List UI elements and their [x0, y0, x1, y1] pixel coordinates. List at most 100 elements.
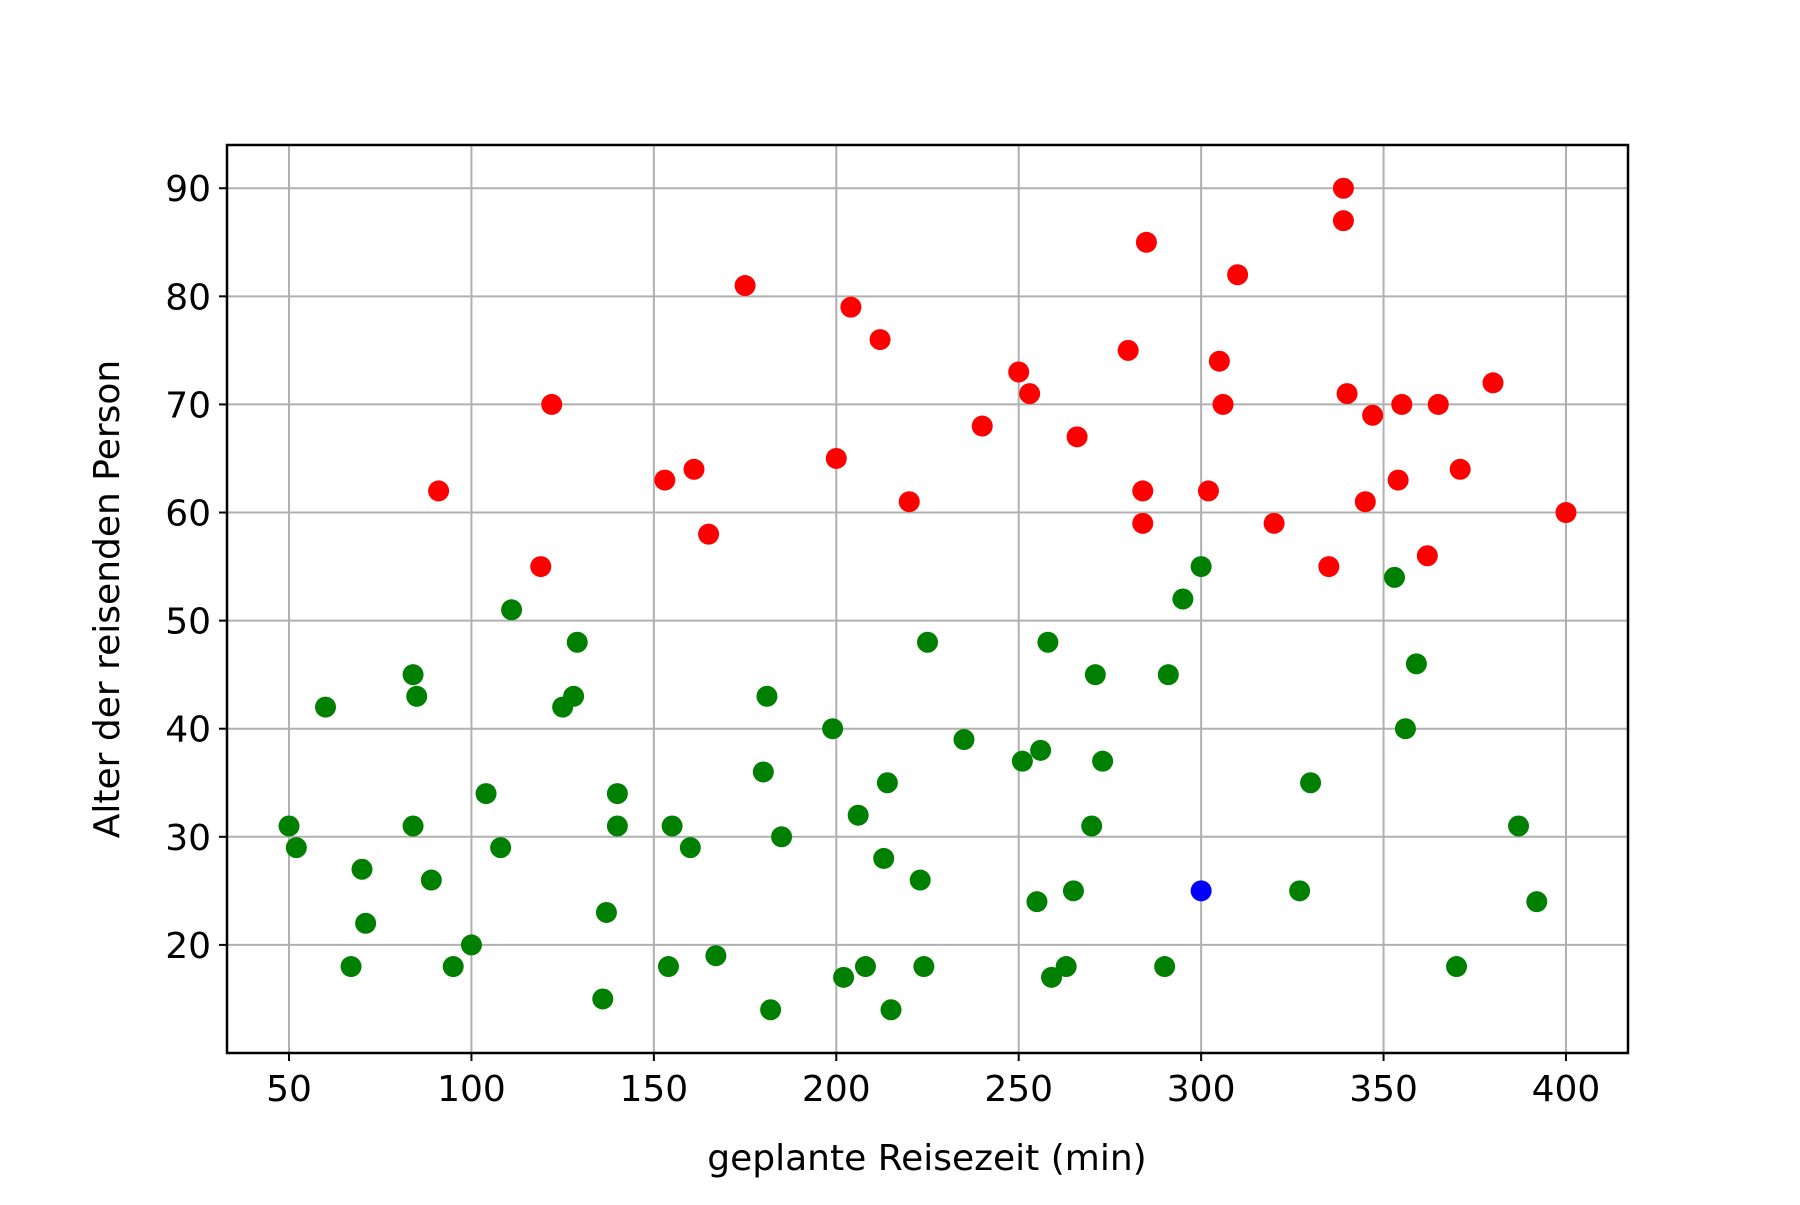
y-tick-label: 80 [165, 277, 211, 318]
data-point [1318, 556, 1340, 578]
data-point [1384, 566, 1405, 588]
data-point [1117, 339, 1139, 361]
data-point [402, 664, 424, 686]
data-point [1008, 361, 1030, 383]
y-tick-label: 50 [165, 602, 211, 643]
data-point [1154, 956, 1176, 978]
data-point [876, 772, 898, 794]
data-point [822, 718, 844, 740]
data-point [654, 469, 676, 491]
y-tick-label: 30 [165, 818, 211, 859]
data-point [1172, 588, 1194, 610]
data-point [315, 696, 337, 718]
data-point [1037, 631, 1059, 653]
data-point [657, 956, 679, 978]
data-point [833, 966, 855, 988]
data-point [1227, 264, 1249, 286]
data-point [880, 999, 902, 1021]
y-tick-label: 90 [165, 169, 211, 210]
data-point [1081, 815, 1103, 837]
data-point [760, 999, 782, 1021]
data-point [698, 523, 720, 545]
data-point [355, 912, 377, 934]
data-point [1157, 664, 1179, 686]
x-tick-label: 200 [802, 1069, 871, 1110]
data-point [771, 826, 793, 848]
data-point [566, 631, 588, 653]
data-point [340, 956, 362, 978]
y-tick-label: 60 [165, 494, 211, 535]
data-point [1190, 880, 1212, 902]
data-point [971, 415, 993, 437]
data-point [1508, 815, 1530, 837]
data-point [1336, 383, 1358, 405]
data-point [1332, 177, 1354, 199]
data-point [679, 837, 701, 859]
data-point [917, 631, 938, 653]
data-point [909, 869, 931, 891]
data-point [1190, 556, 1212, 578]
x-tick-label: 350 [1349, 1069, 1418, 1110]
data-point [1362, 404, 1384, 426]
data-point [1092, 750, 1114, 772]
data-point [285, 837, 307, 859]
data-point [1011, 750, 1033, 772]
data-point [1055, 956, 1077, 978]
data-point [1062, 880, 1084, 902]
data-point [1066, 426, 1088, 448]
data-point [840, 296, 862, 318]
x-tick-label: 100 [437, 1069, 506, 1110]
data-point [1449, 458, 1471, 480]
data-point [1332, 210, 1354, 232]
data-point [541, 393, 563, 415]
data-point [873, 847, 895, 869]
data-point [847, 804, 869, 826]
plot-frame [225, 143, 1630, 1055]
data-point [595, 901, 617, 923]
data-point [1026, 891, 1048, 913]
data-point [1289, 880, 1311, 902]
data-point [460, 934, 482, 956]
data-point [592, 988, 614, 1010]
data-point [606, 783, 628, 805]
data-point [475, 783, 497, 805]
axis-ticks: 50 100 150 200 250 300 350 400 20 30 40 50 60 70 80 90 [165, 169, 1600, 1110]
data-point [1391, 393, 1413, 415]
data-point [1394, 718, 1416, 740]
data-point [1132, 512, 1154, 534]
data-point [1030, 739, 1052, 761]
data-point [1300, 772, 1322, 794]
data-point [705, 945, 727, 967]
data-point [756, 685, 778, 707]
x-axis-label: geplante Reisezeit (min) [707, 1138, 1146, 1179]
x-tick-label: 300 [1167, 1069, 1236, 1110]
data-point [683, 458, 705, 480]
data-point [1263, 512, 1285, 534]
data-point [1555, 502, 1577, 524]
data-point [1019, 383, 1041, 405]
data-point [1208, 350, 1230, 372]
data-point [1197, 480, 1219, 502]
data-point [278, 815, 300, 837]
x-tick-label: 250 [984, 1069, 1053, 1110]
data-point [563, 685, 585, 707]
y-tick-label: 40 [165, 710, 211, 751]
data-point [1354, 491, 1376, 513]
x-tick-label: 400 [1532, 1069, 1601, 1110]
x-tick-label: 150 [620, 1069, 689, 1110]
data-point [734, 275, 756, 297]
data-point [661, 815, 683, 837]
grid-lines [227, 145, 1628, 1053]
data-point [913, 956, 935, 978]
data-point [869, 329, 891, 351]
data-point [898, 491, 920, 513]
y-tick-label: 20 [165, 926, 211, 967]
data-point [825, 447, 847, 469]
data-point [420, 869, 442, 891]
data-point [752, 761, 774, 783]
data-point [1427, 393, 1449, 415]
data-point [1135, 231, 1157, 253]
data-point [854, 956, 876, 978]
